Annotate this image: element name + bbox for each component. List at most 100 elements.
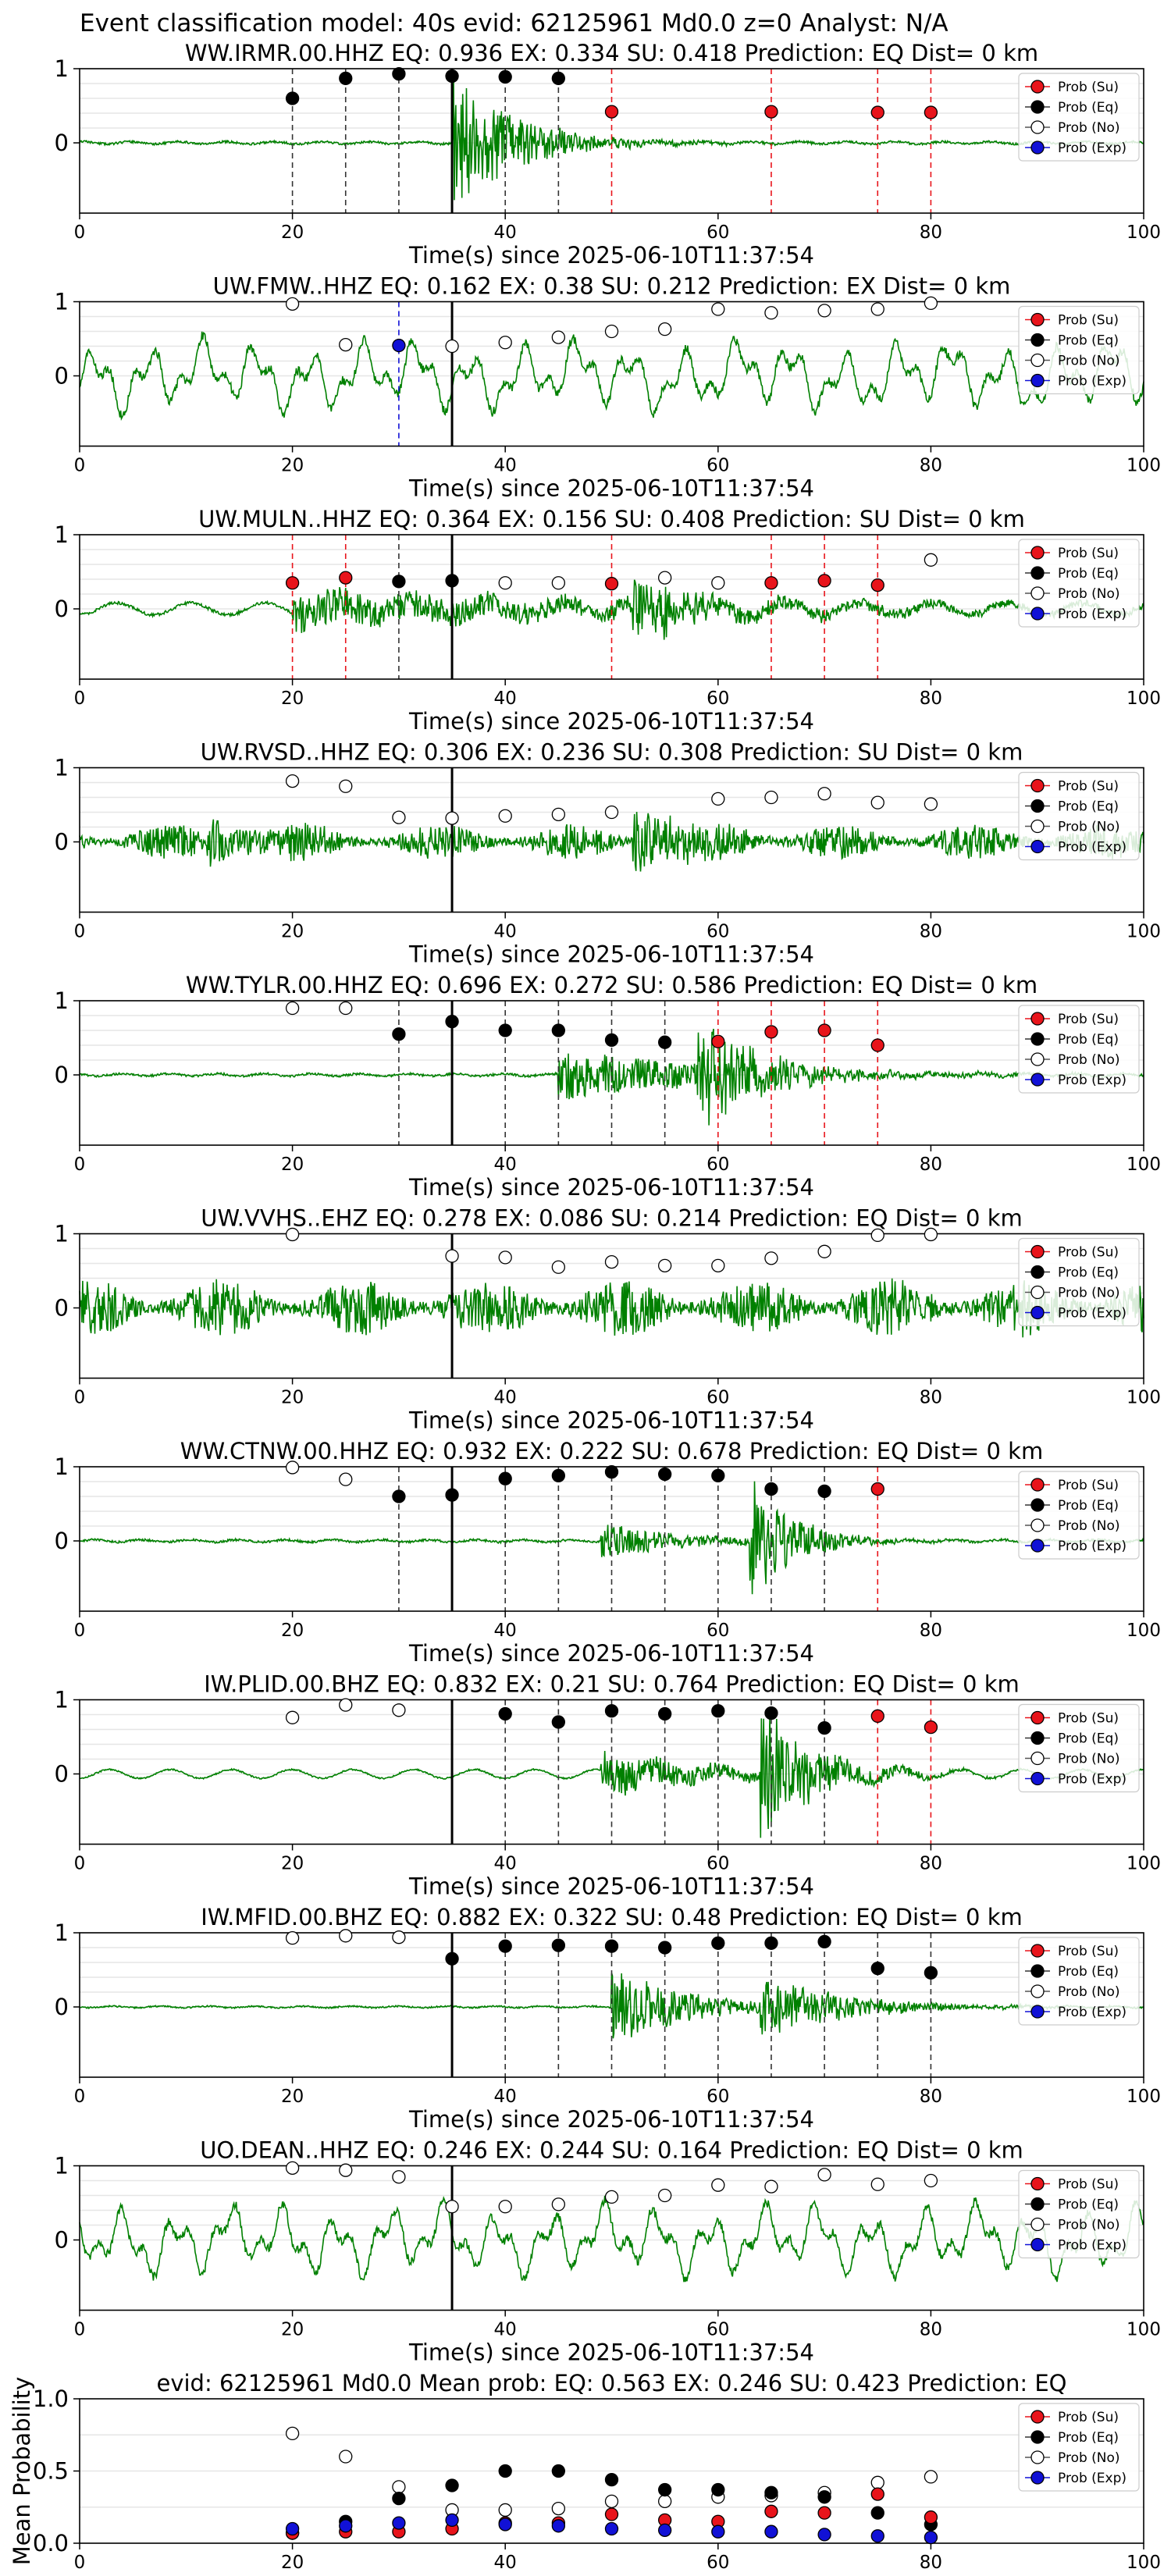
- legend-label: Prob (No): [1058, 820, 1120, 835]
- x-tick-label: 80: [920, 2087, 942, 2107]
- x-tick-label: 60: [707, 2320, 729, 2340]
- prob-point-su: [817, 1023, 831, 1037]
- prob-point-no: [924, 296, 938, 311]
- mean-point-no: [658, 2494, 672, 2509]
- prob-point-su: [870, 1482, 884, 1496]
- y-tick-label: 0: [55, 829, 69, 856]
- x-tick-label: 40: [494, 688, 517, 709]
- prob-point-eq: [711, 1704, 725, 1718]
- mean-point-exp: [711, 2524, 725, 2539]
- legend: Prob (Su) Prob (Eq) Prob (No) Prob (Exp): [1018, 2169, 1140, 2259]
- legend-marker-su: [1030, 80, 1045, 94]
- legend-marker-exp: [1030, 839, 1045, 854]
- prob-point-eq: [658, 1706, 672, 1721]
- legend-label: Prob (No): [1058, 120, 1120, 136]
- prob-point-no: [764, 2179, 778, 2194]
- panel-title: IW.PLID.00.BHZ EQ: 0.832 EX: 0.21 SU: 0.…: [204, 1671, 1020, 1698]
- prob-point-eq: [498, 1939, 512, 1953]
- prob-point-no: [870, 1228, 884, 1243]
- prob-point-eq: [817, 1720, 831, 1735]
- legend-marker-no: [1030, 2217, 1045, 2232]
- prob-point-su: [285, 576, 300, 590]
- prob-point-eq: [339, 71, 353, 85]
- legend: Prob (Su) Prob (Eq) Prob (No) Prob (Exp): [1018, 1703, 1140, 1793]
- legend: Prob (Su) Prob (Eq) Prob (No) Prob (Exp): [1018, 539, 1140, 628]
- prob-point-eq: [445, 1014, 459, 1029]
- panel-title: WW.TYLR.00.HHZ EQ: 0.696 EX: 0.272 SU: 0…: [186, 972, 1038, 998]
- x-tick-label: 100: [1127, 2553, 1161, 2573]
- x-tick-label: 20: [281, 1621, 304, 1641]
- y-tick-label: 1: [55, 1920, 69, 1946]
- prob-point-eq: [498, 69, 512, 84]
- prob-point-eq: [551, 1023, 565, 1037]
- x-tick-label: 20: [281, 222, 304, 243]
- prob-point-no: [870, 302, 884, 316]
- y-tick-label: 0: [55, 1994, 69, 2020]
- x-tick-label: 0: [74, 1155, 86, 1175]
- y-tick-label: 0: [55, 1295, 69, 1322]
- legend-marker-exp: [1030, 2237, 1045, 2252]
- prob-point-no: [711, 1258, 725, 1272]
- prob-point-su: [870, 1038, 884, 1052]
- legend-label: Prob (Eq): [1058, 1032, 1119, 1048]
- x-axis-label: Time(s) since 2025-06-10T11:37:54: [408, 2106, 814, 2133]
- legend-marker-su: [1030, 1710, 1045, 1725]
- legend-label: Prob (Exp): [1058, 2238, 1127, 2254]
- x-tick-label: 40: [494, 222, 517, 243]
- prob-point-no: [551, 2197, 565, 2211]
- prob-point-eq: [711, 1468, 725, 1483]
- x-tick-label: 20: [281, 922, 304, 942]
- x-axis-label: Time(s) since 2025-06-10T11:37:54: [408, 2339, 814, 2366]
- panel-title: WW.CTNW.00.HHZ EQ: 0.932 EX: 0.222 SU: 0…: [180, 1438, 1043, 1464]
- y-tick-label: 0: [55, 363, 69, 390]
- x-tick-label: 40: [494, 1621, 517, 1641]
- x-tick-label: 60: [707, 2553, 729, 2573]
- legend-box: [1018, 2403, 1140, 2492]
- legend-label: Prob (Su): [1058, 1711, 1119, 1727]
- prob-point-no: [339, 1001, 353, 1016]
- legend-label: Prob (No): [1058, 2450, 1120, 2466]
- mean-point-no: [604, 2494, 619, 2509]
- y-tick-label: 1: [55, 987, 69, 1014]
- x-axis-label: Time(s) since 2025-06-10T11:37:54: [408, 708, 814, 735]
- y-tick-label: 1: [55, 289, 69, 315]
- prob-point-eq: [711, 1936, 725, 1950]
- legend-label: Prob (Exp): [1058, 840, 1127, 856]
- legend-marker-exp: [1030, 2471, 1045, 2485]
- legend: Prob (Su) Prob (Eq) Prob (No) Prob (Exp): [1018, 2403, 1140, 2492]
- prob-point-no: [445, 339, 459, 354]
- x-tick-label: 60: [707, 222, 729, 243]
- mean-point-exp: [924, 2530, 938, 2545]
- y-tick-label: 1: [55, 521, 69, 548]
- x-tick-label: 20: [281, 1854, 304, 1874]
- prob-point-su: [924, 1720, 938, 1735]
- legend-marker-eq: [1030, 2197, 1045, 2211]
- mean-point-no: [870, 2475, 884, 2489]
- mean-point-exp: [498, 2517, 512, 2532]
- legend-label: Prob (No): [1058, 1286, 1120, 1301]
- prob-point-eq: [498, 1023, 512, 1037]
- legend: Prob (Su) Prob (Eq) Prob (No) Prob (Exp): [1018, 1471, 1140, 1560]
- x-tick-label: 0: [74, 1621, 86, 1641]
- prob-point-eq: [764, 1936, 778, 1950]
- legend: Prob (Su) Prob (Eq) Prob (No) Prob (Exp): [1018, 771, 1140, 861]
- legend-label: Prob (Exp): [1058, 1306, 1127, 1322]
- legend-box: [1018, 305, 1140, 395]
- x-tick-label: 40: [494, 922, 517, 942]
- x-tick-label: 40: [494, 1388, 517, 1408]
- prob-point-exp: [392, 338, 406, 353]
- prob-point-su: [604, 577, 619, 591]
- prob-point-eq: [817, 1934, 831, 1949]
- x-tick-label: 80: [920, 222, 942, 243]
- panel-title: UW.FMW..HHZ EQ: 0.162 EX: 0.38 SU: 0.212…: [213, 273, 1011, 300]
- prob-point-no: [285, 1710, 300, 1724]
- legend-marker-exp: [1030, 1539, 1045, 1553]
- legend-marker-no: [1030, 2450, 1045, 2464]
- prob-point-no: [445, 1249, 459, 1263]
- prob-point-no: [285, 1001, 300, 1016]
- prob-point-no: [764, 306, 778, 320]
- x-tick-label: 80: [920, 922, 942, 942]
- prob-point-eq: [924, 1966, 938, 1980]
- legend-label: Prob (Exp): [1058, 1772, 1127, 1788]
- legend-marker-no: [1030, 353, 1045, 368]
